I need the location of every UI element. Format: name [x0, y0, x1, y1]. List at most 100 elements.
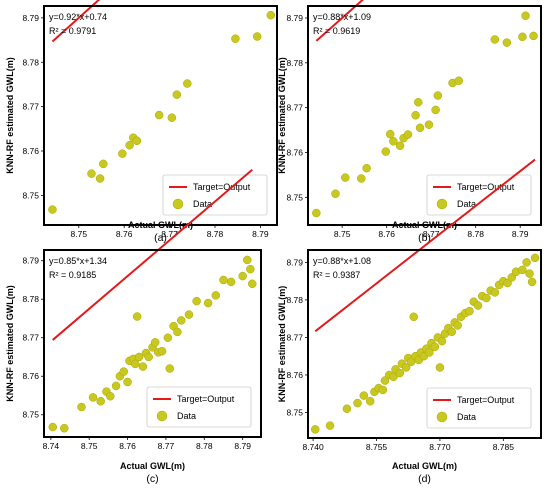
data-point	[507, 273, 517, 282]
data-point	[165, 364, 175, 373]
legend-marker-swatch	[436, 411, 448, 423]
data-point	[87, 169, 96, 178]
y-tick-label: 8.77	[286, 332, 303, 342]
data-point	[525, 269, 534, 278]
legend-box	[426, 174, 532, 216]
data-point	[378, 385, 388, 395]
panel-caption: (a)	[154, 232, 167, 244]
y-axis-label: KNN-RF estimated GWL(m)	[277, 57, 287, 174]
data-point	[381, 147, 391, 156]
y-tick-label: 8.75	[286, 192, 303, 202]
panel-caption: (d)	[418, 473, 431, 485]
y-tick-label: 8.78	[22, 294, 39, 304]
x-tick-label: 8.78	[207, 229, 224, 239]
data-point	[521, 11, 530, 20]
y-tick-label: 8.76	[286, 147, 303, 157]
data-point	[111, 381, 121, 391]
x-axis-label: Actual GWL(m)	[392, 220, 457, 230]
data-point	[119, 367, 128, 376]
data-point	[123, 377, 132, 387]
data-point	[431, 105, 440, 115]
data-point	[482, 293, 491, 303]
data-point	[389, 137, 398, 146]
equation-label: y=0.88*x+1.08	[313, 256, 371, 266]
x-tick-label: 8.75	[334, 229, 351, 239]
x-tick-label: 8.78	[196, 441, 213, 451]
data-point	[424, 120, 434, 129]
x-axis-label: Actual GWL(m)	[120, 461, 185, 471]
data-point	[48, 422, 58, 432]
data-point	[167, 113, 177, 122]
data-point	[409, 312, 418, 322]
data-point	[150, 338, 160, 347]
data-point	[362, 163, 371, 173]
legend-marker-swatch	[156, 410, 168, 422]
legend-box	[146, 386, 252, 428]
data-point	[518, 32, 527, 42]
y-tick-label: 8.76	[22, 146, 39, 156]
data-point	[437, 336, 447, 346]
data-point	[403, 130, 413, 139]
legend-target-label: Target=Output	[177, 394, 235, 404]
data-point	[157, 346, 167, 356]
x-tick-label: 8.79	[234, 441, 251, 451]
x-tick-label: 8.74	[43, 441, 60, 451]
plot-frame	[43, 5, 278, 226]
r2-label: R² = 0.9387	[313, 270, 360, 280]
legend-data-label: Data	[193, 199, 212, 209]
data-point	[96, 397, 105, 406]
fit-line	[314, 158, 536, 333]
y-tick-label: 8.78	[286, 295, 303, 305]
y-tick-label: 8.79	[22, 256, 39, 266]
x-tick-label: 8.77	[423, 229, 440, 239]
chart-panel-c: 8.74 8.75 8.76 8.77 8.78 8.79 8.75 8.76 8.77 8.78…	[5, 168, 262, 485]
data-point	[415, 123, 425, 133]
data-point	[530, 253, 540, 263]
data-point	[184, 310, 194, 319]
data-point	[401, 363, 411, 372]
legend-target-label: Target=Output	[457, 182, 515, 192]
x-tick-label: 8.77	[158, 441, 175, 451]
x-tick-label: 8.740	[302, 442, 324, 452]
data-point	[365, 396, 375, 406]
panel-caption: (c)	[146, 473, 158, 485]
data-point	[238, 271, 247, 281]
data-point	[454, 76, 464, 85]
data-point	[357, 174, 366, 183]
data-point	[529, 31, 538, 41]
data-point	[395, 141, 405, 151]
legend-box	[162, 174, 268, 216]
legend-data-label: Data	[177, 411, 196, 421]
data-point	[246, 264, 255, 274]
x-axis-label: Actual GWL(m)	[128, 220, 193, 230]
x-tick-label: 8.76	[116, 229, 133, 239]
data-point	[503, 278, 512, 288]
data-point	[144, 352, 153, 362]
y-tick-label: 8.77	[22, 333, 39, 343]
data-point	[130, 359, 140, 369]
y-tick-label: 8.76	[22, 371, 39, 381]
data-point	[192, 296, 201, 306]
data-point	[414, 98, 423, 107]
legend-marker-swatch	[172, 198, 184, 210]
data-point	[173, 327, 182, 337]
x-axis-label: Actual GWL(m)	[392, 461, 457, 471]
legend-target-label: Target=Output	[193, 182, 251, 192]
data-point	[380, 376, 390, 385]
x-tick-label: 8.75	[71, 229, 88, 239]
data-point	[325, 421, 335, 430]
plot-frame	[43, 249, 262, 438]
data-point	[522, 258, 531, 267]
data-point	[430, 342, 440, 352]
data-point	[163, 333, 173, 342]
data-point	[453, 321, 462, 330]
data-point	[395, 368, 405, 378]
data-point	[435, 363, 445, 372]
legend-data-label: Data	[457, 412, 476, 422]
fit-line	[52, 168, 253, 341]
data-point	[99, 159, 108, 169]
data-point	[490, 35, 500, 44]
y-tick-label: 8.78	[286, 58, 303, 68]
data-point	[502, 38, 512, 47]
data-point	[77, 402, 86, 412]
